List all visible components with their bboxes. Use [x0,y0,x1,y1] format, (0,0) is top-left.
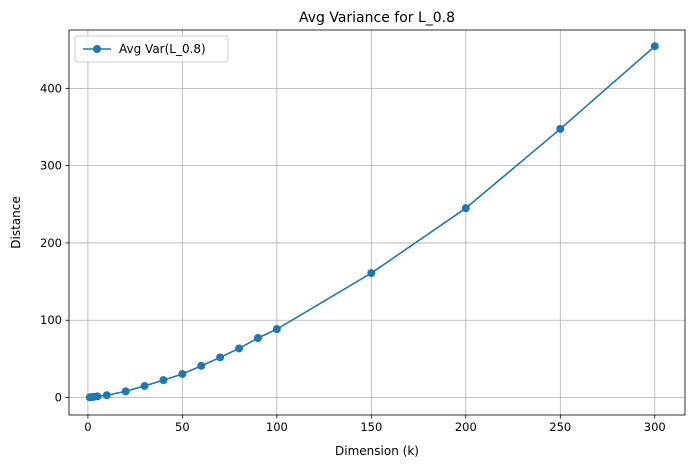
data-point [235,344,244,353]
y-tick-label: 0 [55,391,62,405]
y-tick-label: 400 [40,81,62,95]
series-line [89,45,656,399]
x-tick-label: 150 [360,420,382,434]
data-point [102,391,111,400]
y-axis-label: Distance [9,196,23,248]
data-point [178,369,187,378]
data-point [121,387,130,396]
data-point [556,124,565,133]
x-tick-label: 300 [644,420,666,434]
data-point [93,392,102,401]
y-tick-label: 200 [40,236,62,250]
x-axis-label: Dimension (k) [335,444,419,458]
data-point [253,334,262,343]
data-point [197,361,206,370]
legend: Avg Var(L_0.8) [74,35,229,63]
x-tick-label: 250 [549,420,571,434]
legend-marker-swatch [93,45,101,53]
y-tick-label: 100 [40,313,62,327]
x-tick-label: 50 [175,420,190,434]
plot-area-frame [68,29,686,416]
series-layer [85,42,659,402]
data-point [140,381,149,390]
x-tick-label: 100 [266,420,288,434]
data-point [367,269,376,278]
grid [69,30,685,415]
y-tick-label: 300 [40,159,62,173]
data-point [159,376,168,385]
data-point [272,325,281,334]
chart-title: Avg Variance for L_0.8 [299,10,455,26]
data-point [461,204,470,213]
data-point [650,42,659,51]
legend-box [74,35,229,63]
x-tick-label: 200 [455,420,477,434]
axis-ticks: 0 50 100 150 200 250 300 0 100 200 300 400 [40,81,666,434]
data-point [216,353,225,362]
x-tick-label: 0 [84,420,91,434]
legend-entry-label: Avg Var(L_0.8) [119,42,206,56]
